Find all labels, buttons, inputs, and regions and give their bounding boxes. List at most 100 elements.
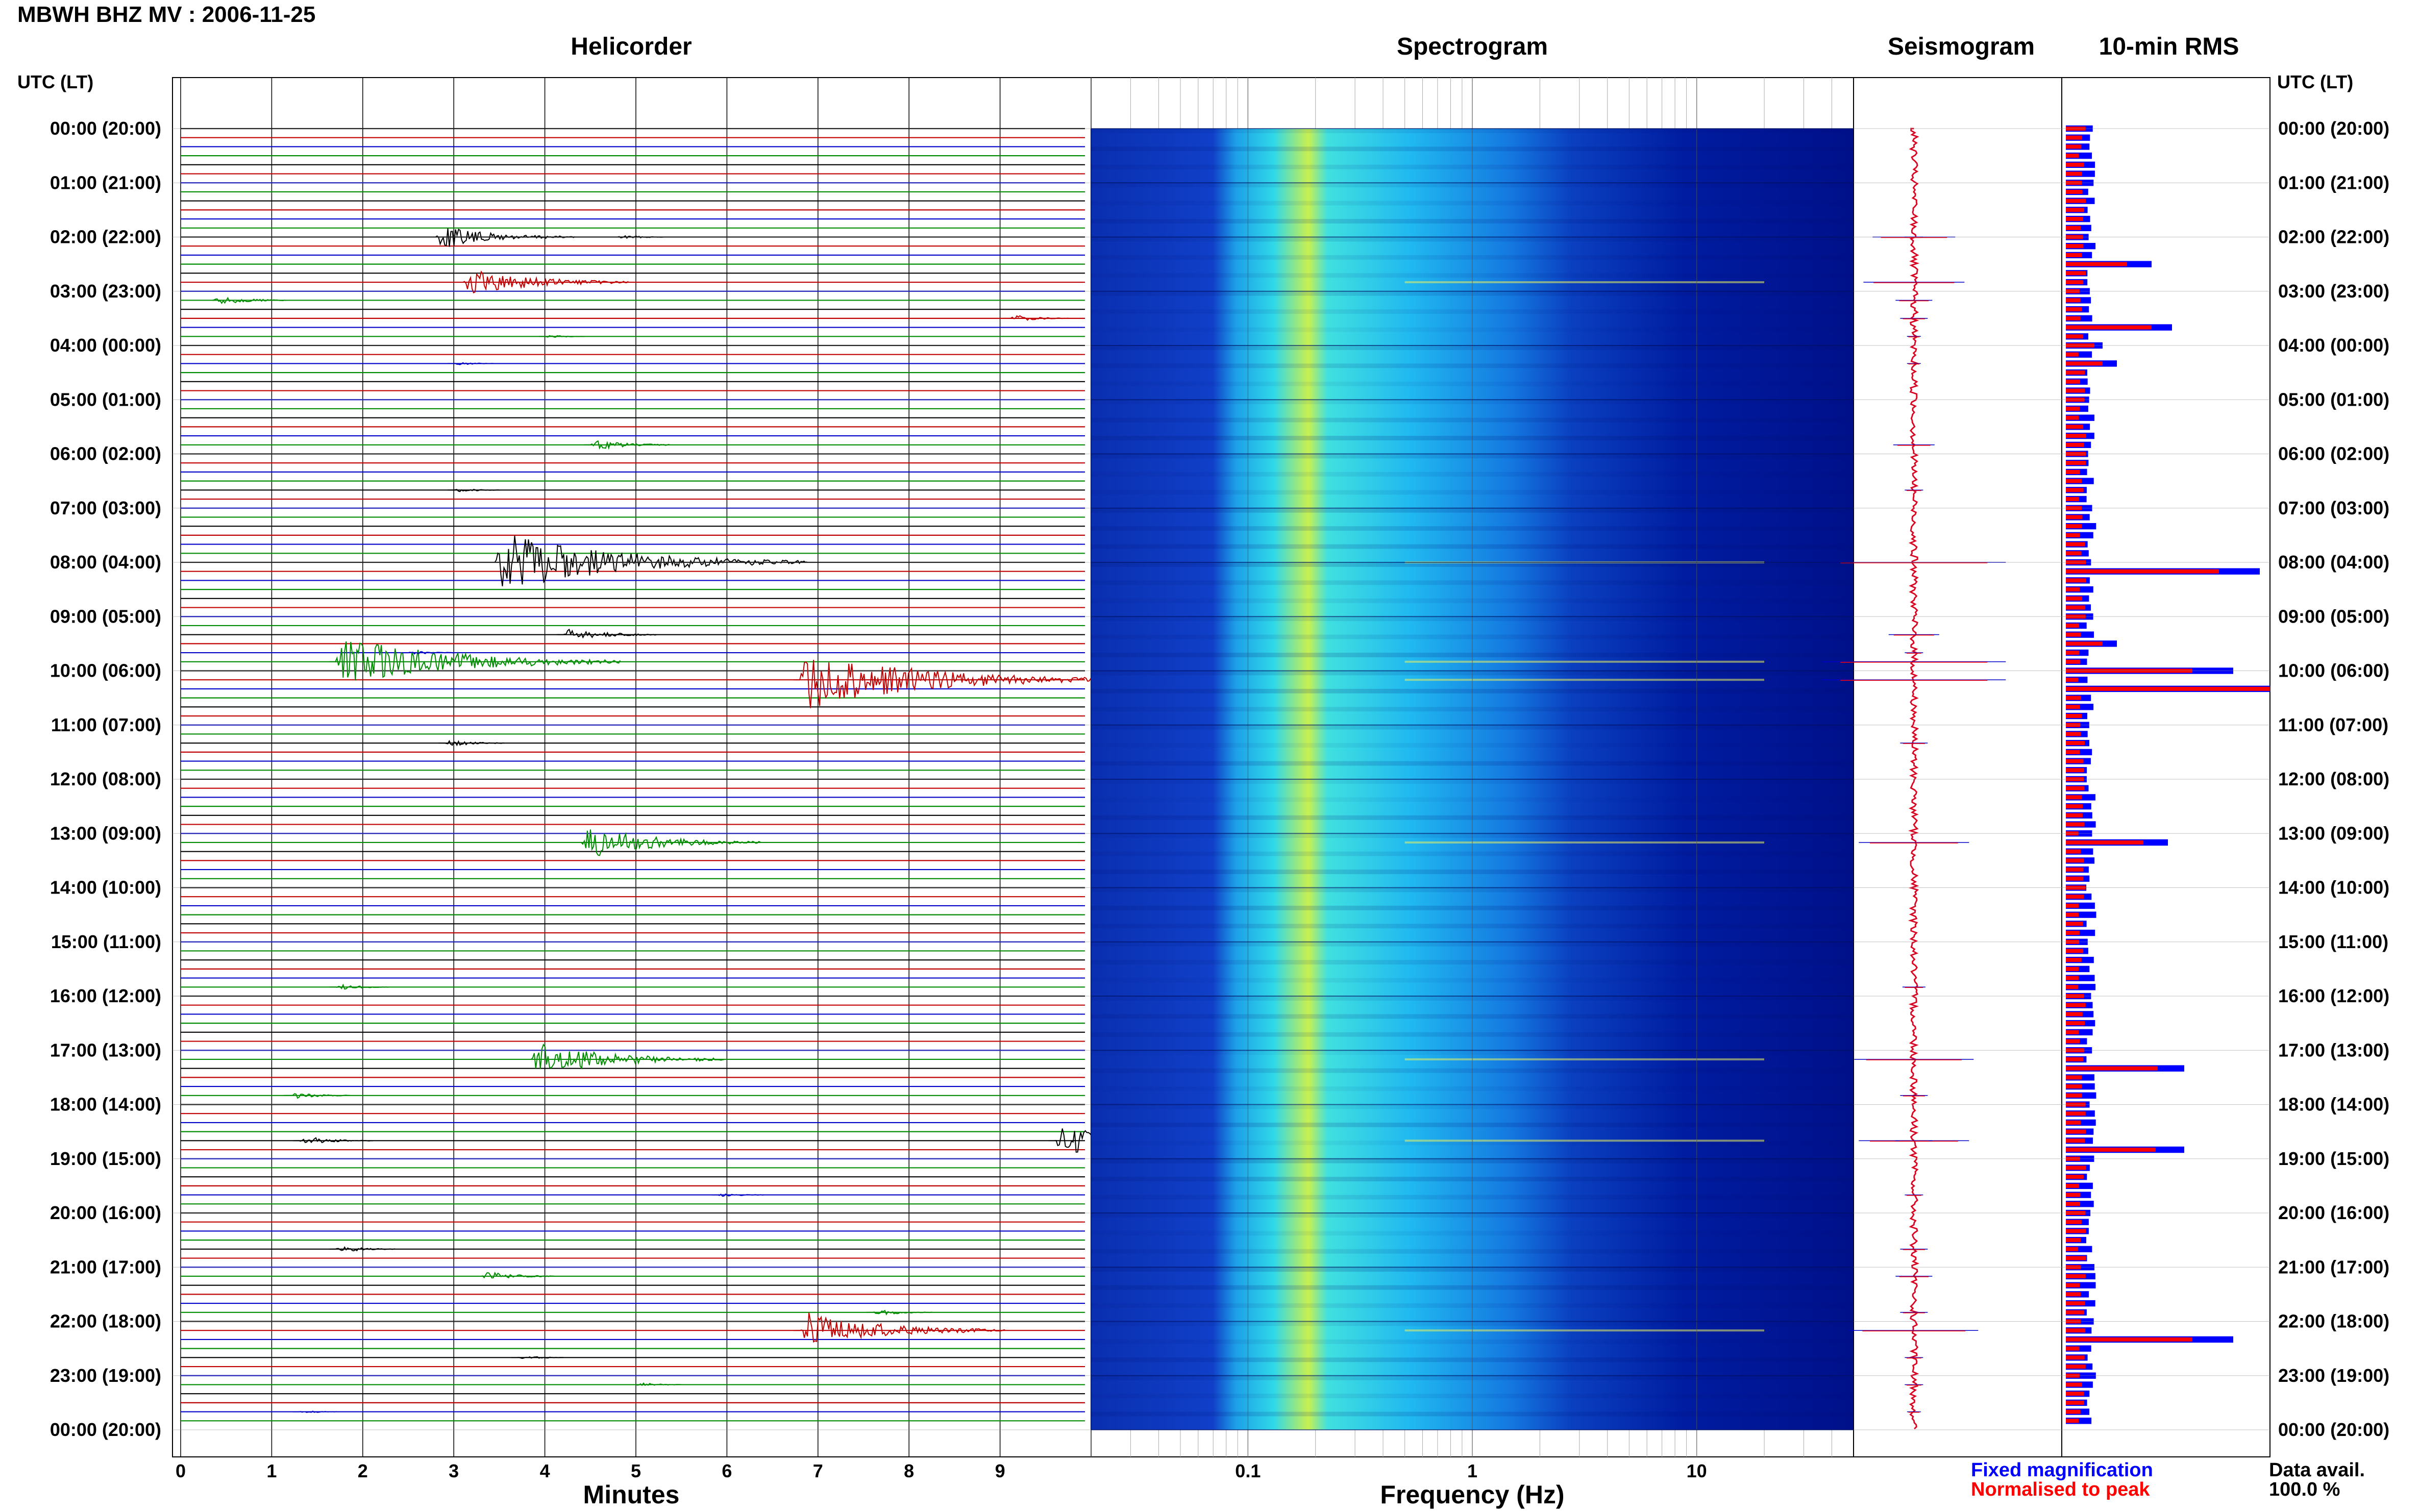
rms-bar-normalised <box>2066 596 2083 601</box>
rms-bar-normalised <box>2066 1220 2082 1224</box>
helicorder-event <box>711 1193 764 1197</box>
time-label-left: 04:00 (00:00) <box>50 335 161 356</box>
rms-bar-normalised <box>2066 1075 2082 1080</box>
time-label-right: 12:00 (08:00) <box>2278 769 2389 789</box>
rms-bar-normalised <box>2066 533 2080 537</box>
rms-bar-normalised <box>2066 1247 2079 1251</box>
rms-bar-normalised <box>2066 1039 2080 1044</box>
time-label-right: 07:00 (03:00) <box>2278 498 2389 518</box>
rms-bar-normalised <box>2066 162 2084 167</box>
time-label-left: 18:00 (14:00) <box>50 1094 161 1115</box>
rms-bar-normalised <box>2066 334 2084 339</box>
page-title: MBWH BHZ MV : 2006-11-25 <box>17 2 316 27</box>
seismogram-title: Seismogram <box>1887 33 2035 60</box>
time-label-right: 09:00 (05:00) <box>2278 606 2389 627</box>
rms-bar-normalised <box>2066 985 2079 989</box>
rms-bar-normalised <box>2066 1292 2081 1297</box>
rms-bar-normalised <box>2066 1337 2192 1342</box>
time-label-right: 21:00 (17:00) <box>2278 1256 2389 1277</box>
rms-bar-normalised <box>2066 578 2086 583</box>
helicorder-event <box>475 1272 555 1279</box>
time-axis-header-right: UTC (LT) <box>2277 71 2354 92</box>
rms-bar-normalised <box>2066 434 2086 438</box>
time-label-left: 00:00 (20:00) <box>50 118 161 139</box>
rms-bar-normalised <box>2066 352 2079 357</box>
spectrogram-xtick-label: 0.1 <box>1235 1460 1261 1481</box>
rms-bar-normalised <box>2066 1238 2081 1243</box>
legend-normalised-to-peak: Normalised to peak <box>1971 1479 2150 1500</box>
helicorder-xtick-label: 9 <box>995 1460 1005 1481</box>
rms-bar-normalised <box>2066 678 2079 682</box>
rms-bar-normalised <box>2066 1003 2086 1007</box>
helicorder-event <box>584 440 671 450</box>
spectrogram-xlabel: Frequency (Hz) <box>1380 1480 1565 1509</box>
time-label-left: 03:00 (23:00) <box>50 281 161 302</box>
rms-bar-normalised <box>2066 976 2079 980</box>
spectrogram-event-streak <box>1404 281 1765 284</box>
time-label-right: 19:00 (15:00) <box>2278 1148 2389 1169</box>
rms-bar-normalised <box>2066 199 2086 203</box>
time-label-left: 23:00 (19:00) <box>50 1365 161 1386</box>
helicorder-event <box>794 1312 1005 1343</box>
time-label-left: 00:00 (20:00) <box>50 1419 161 1440</box>
helicorder-event <box>525 1044 724 1070</box>
time-label-right: 18:00 (14:00) <box>2278 1094 2389 1115</box>
helicorder-xtick-label: 4 <box>540 1460 550 1481</box>
rms-bar-normalised <box>2066 966 2079 971</box>
time-label-left: 08:00 (04:00) <box>50 552 161 573</box>
rms-bar-normalised <box>2066 154 2079 158</box>
helicorder-event <box>448 362 494 365</box>
helicorder-event <box>206 296 286 304</box>
helicorder-panel: 0 1 2 3 4 5 6 7 8 9 <box>172 77 1234 1481</box>
data-avail-label: Data avail. <box>2269 1459 2365 1481</box>
rms-bar-normalised <box>2066 1364 2086 1369</box>
helicorder-event <box>538 335 585 338</box>
time-label-left: 09:00 (05:00) <box>50 606 161 627</box>
helicorder-event <box>329 983 389 990</box>
rms-bar-normalised <box>2066 912 2079 917</box>
time-label-right: 03:00 (23:00) <box>2278 281 2389 302</box>
spectrogram-title: Spectrogram <box>1396 33 1548 60</box>
rms-bar-normalised <box>2066 641 2103 646</box>
time-label-left: 05:00 (01:00) <box>50 389 161 410</box>
rms-bar-normalised <box>2066 632 2081 637</box>
rms-bar-normalised <box>2066 732 2081 736</box>
helicorder-event <box>448 489 500 492</box>
rms-bar-normalised <box>2066 1057 2084 1061</box>
rms-bar-normalised <box>2066 144 2082 149</box>
time-label-left: 07:00 (03:00) <box>50 498 161 518</box>
helicorder-xtick-label: 3 <box>449 1460 459 1481</box>
rms-bar-normalised <box>2066 1093 2082 1098</box>
rms-bar-normalised <box>2066 741 2085 746</box>
rms-bar-normalised <box>2066 189 2083 194</box>
helicorder-xtick-label: 0 <box>176 1460 186 1481</box>
rms-bar-normalised <box>2066 524 2082 529</box>
time-label-left: 01:00 (21:00) <box>50 172 161 193</box>
rms-bar-normalised <box>2066 1021 2085 1026</box>
rms-bar-normalised <box>2066 1183 2079 1188</box>
helicorder-xlabel: Minutes <box>583 1480 680 1509</box>
rms-bar-normalised <box>2066 488 2084 492</box>
rms-bar-normalised <box>2066 262 2127 266</box>
helicorder-event <box>575 829 761 856</box>
rms-bar-normalised <box>2066 479 2082 483</box>
rms-bar-normalised <box>2066 849 2081 854</box>
rms-bar-normalised <box>2066 370 2085 375</box>
spectrogram-xtick-label: 1 <box>1467 1460 1477 1481</box>
rms-bar-normalised <box>2066 1274 2086 1278</box>
spectrogram-event-streak <box>1404 841 1765 844</box>
helicorder-event <box>329 641 621 681</box>
rms-bar-normalised <box>2066 786 2085 790</box>
spectrogram-xtick-label: 10 <box>1687 1460 1707 1481</box>
rms-bar-normalised <box>2066 895 2084 899</box>
rms-bar-normalised <box>2066 840 2143 845</box>
rms-bar-normalised <box>2066 696 2081 700</box>
rms-bar-normalised <box>2066 415 2079 420</box>
rms-bar-normalised <box>2066 1409 2081 1414</box>
rms-bar-normalised <box>2066 930 2080 935</box>
rms-bar-normalised <box>2066 280 2084 285</box>
rms-bar-normalised <box>2066 1084 2082 1089</box>
helicorder-xtick-label: 2 <box>358 1460 368 1481</box>
rms-bar-normalised <box>2066 379 2080 384</box>
